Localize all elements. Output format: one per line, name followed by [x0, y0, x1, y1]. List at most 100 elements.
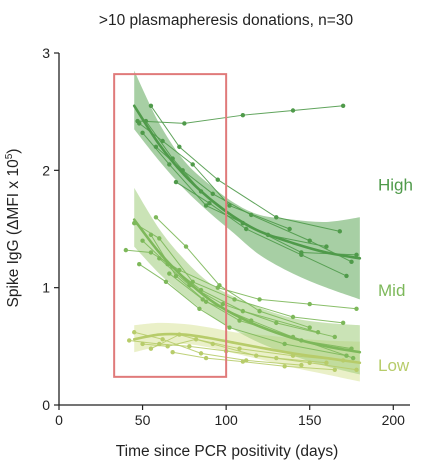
x-tick-label: 0 — [55, 412, 63, 428]
data-point-mid — [123, 247, 129, 253]
data-point-low — [299, 362, 304, 368]
data-point-mid — [200, 297, 205, 302]
y-tick-label: 3 — [42, 45, 50, 61]
data-point-high — [287, 226, 292, 232]
data-point-high — [307, 238, 312, 243]
y-axis-label-main: Spike IgG (ΔMFI x 10 — [5, 159, 22, 308]
group-label-mid: Mid — [378, 281, 405, 300]
axes: 0 50 100 150 200 0 1 2 3 — [42, 45, 410, 428]
fit-line-high — [132, 104, 362, 260]
data-point-mid — [282, 341, 287, 347]
data-point-high — [148, 103, 154, 109]
data-point-low — [170, 350, 175, 355]
data-point-mid — [183, 244, 189, 249]
data-point-mid — [350, 355, 356, 361]
group-label-low: Low — [378, 356, 410, 375]
data-point-high — [337, 229, 342, 234]
data-point-low — [160, 337, 165, 342]
data-point-high — [299, 252, 304, 258]
data-point-mid — [232, 297, 237, 302]
data-point-low — [237, 346, 242, 351]
data-point-low — [324, 360, 329, 365]
data-point-high — [227, 203, 232, 208]
data-point-high — [140, 130, 145, 135]
fit-lines — [132, 104, 362, 365]
y-tick-label: 2 — [42, 162, 50, 178]
x-tick-label: 200 — [382, 412, 406, 428]
data-point-mid — [227, 325, 232, 330]
data-point-high — [324, 244, 329, 249]
data-point-mid — [290, 314, 296, 320]
data-point-mid — [220, 301, 225, 307]
data-point-low — [198, 351, 204, 356]
data-point-low — [240, 359, 246, 364]
data-point-high — [182, 121, 187, 126]
data-point-high — [249, 212, 254, 218]
data-point-mid — [257, 297, 262, 302]
data-point-high — [173, 179, 179, 185]
y-tick-label: 1 — [42, 280, 50, 296]
data-point-high — [349, 259, 354, 265]
series-line-low — [142, 338, 344, 361]
data-point-high — [244, 226, 249, 232]
data-point-mid — [157, 236, 162, 241]
data-point-low — [354, 367, 359, 372]
x-tick-label: 100 — [214, 412, 238, 428]
data-point-mid — [148, 232, 154, 238]
group-label-high: High — [378, 175, 413, 194]
data-point-high — [274, 215, 279, 220]
data-point-high — [290, 108, 296, 113]
data-point-low — [210, 341, 215, 347]
data-point-low — [187, 344, 192, 349]
data-point-high — [207, 200, 212, 206]
data-point-mid — [163, 279, 169, 284]
data-point-low — [254, 353, 259, 358]
data-point-low — [127, 338, 132, 343]
data-point-low — [203, 355, 209, 361]
series-line-low — [129, 339, 327, 364]
y-axis-label-superscript: 5 — [4, 153, 15, 159]
data-point-low — [282, 364, 287, 369]
highlight-box-layer — [113, 73, 228, 378]
data-point-mid — [153, 215, 159, 220]
series-line-high — [137, 105, 344, 124]
data-point-mid — [307, 301, 312, 307]
data-point-high — [240, 112, 246, 118]
data-point-mid — [332, 334, 337, 340]
data-point-high — [177, 144, 182, 150]
data-point-mid — [137, 262, 142, 267]
data-point-mid — [157, 256, 162, 261]
group-labels: High Mid Low — [378, 175, 413, 375]
data-point-high — [215, 177, 220, 182]
data-point-low — [132, 330, 137, 335]
data-point-mid — [354, 306, 359, 311]
data-point-mid — [237, 318, 242, 323]
data-point-mid — [307, 325, 312, 330]
y-axis-label-close: ) — [5, 149, 22, 154]
data-point-high — [167, 162, 172, 167]
fit-line-low — [132, 332, 362, 365]
data-point-mid — [257, 308, 262, 314]
data-point-low — [140, 341, 145, 347]
data-point-high — [210, 191, 215, 196]
series-line-mid — [133, 222, 344, 324]
series-line-low — [150, 334, 357, 371]
data-point-low — [307, 360, 312, 365]
data-point-low — [332, 367, 337, 372]
data-point-high — [203, 203, 209, 208]
data-point-high — [354, 252, 359, 258]
data-point-mid — [274, 320, 279, 326]
data-point-high — [160, 138, 165, 144]
data-point-high — [137, 121, 142, 126]
data-point-high — [344, 273, 349, 279]
data-point-mid — [197, 306, 202, 311]
series-line-mid — [138, 263, 347, 357]
x-tick-label: 150 — [298, 412, 322, 428]
data-point-mid — [140, 238, 145, 243]
data-point-high — [340, 103, 346, 109]
data-point-high — [190, 162, 195, 167]
x-tick-label: 50 — [135, 412, 151, 428]
data-point-low — [165, 344, 170, 349]
